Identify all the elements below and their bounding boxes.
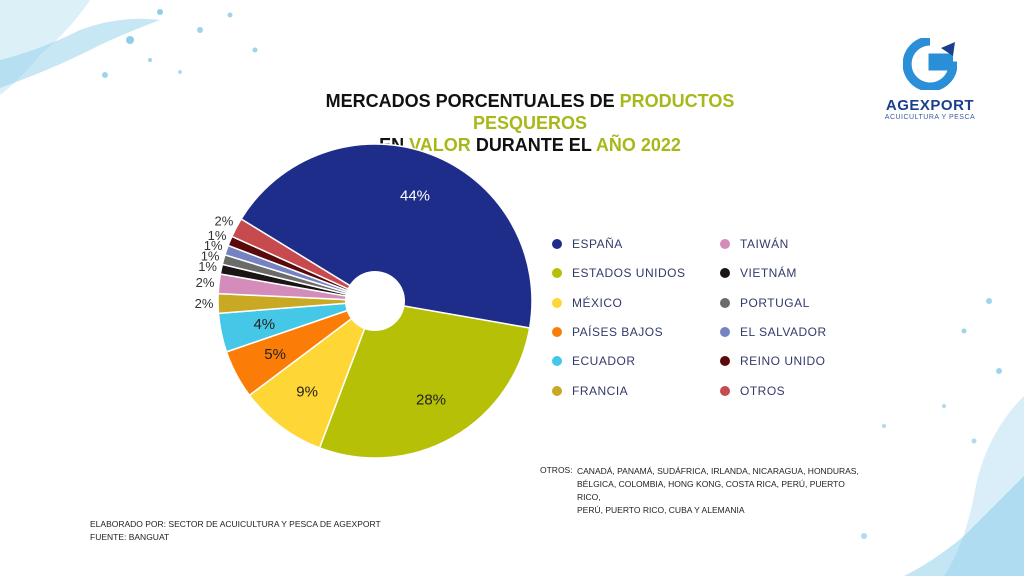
legend-label: VIETNÁM (740, 266, 797, 281)
title-highlight: VALOR (409, 135, 471, 155)
title-highlight: AÑO 2022 (595, 135, 681, 155)
footer: ELABORADO POR: SECTOR DE ACUICULTURA Y P… (90, 518, 381, 544)
legend-swatch (720, 297, 730, 308)
slice-label-estados-unidos: 28% (416, 391, 446, 408)
legend-item-estados-unidos: ESTADOS UNIDOS (552, 266, 685, 282)
pie-slice-estados-unidos (318, 300, 531, 459)
donut-hole (345, 271, 405, 331)
logo-g-icon (902, 36, 958, 92)
slice-label-portugal: 1% (201, 248, 220, 263)
slice-label-paises-bajos: 5% (264, 346, 286, 363)
legend-label: EL SALVADOR (740, 324, 827, 339)
legend-label: OTROS (740, 383, 786, 398)
legend-label: ECUADOR (572, 354, 636, 369)
legend-label: MÉXICO (572, 295, 623, 310)
legend-swatch (552, 239, 562, 249)
legend-swatch (552, 297, 562, 308)
footer-source: FUENTE: BANGUAT (90, 532, 170, 542)
logo-name: AGEXPORT (885, 97, 975, 114)
legend-item-el-salvador: EL SALVADOR (720, 325, 827, 341)
title-text-part: DURANTE EL (470, 135, 596, 155)
legend-label: TAIWÁN (740, 237, 789, 251)
pie-slice-espana (240, 143, 533, 329)
water-splash-bottom-right (861, 298, 1024, 576)
legend-item-paises-bajos: PAÍSES BAJOS (552, 325, 663, 341)
legend-item-vietnam: VIETNÁM (720, 266, 797, 282)
agexport-logo: AGEXPORT ACUICULTURA Y PESCA (880, 36, 980, 121)
slice-label-otros: 2% (215, 214, 234, 229)
legend-swatch (720, 356, 730, 367)
legend-label: ESTADOS UNIDOS (572, 266, 686, 281)
slice-label-reino-unido: 1% (208, 228, 227, 243)
footer-credit: ELABORADO POR: SECTOR DE ACUICULTURA Y P… (90, 519, 381, 529)
legend-swatch (552, 326, 562, 337)
legend-item-taiwan: TAIWÁN (720, 237, 789, 253)
pie-slice-mexico (248, 298, 377, 449)
legend-item-portugal: PORTUGAL (720, 296, 810, 312)
title-highlight: PRODUCTOS PESQUEROS (472, 91, 735, 133)
legend-item-ecuador: ECUADOR (552, 354, 636, 370)
legend-item-francia: FRANCIA (552, 384, 628, 400)
slice-label-espana: 44% (400, 188, 430, 205)
legend-label: PAÍSES BAJOS (572, 324, 664, 339)
logo-subtitle: ACUICULTURA Y PESCA (884, 114, 976, 121)
legend-item-otros: OTROS (720, 384, 785, 400)
slice-label-vietnam: 1% (198, 259, 217, 274)
legend-label: PORTUGAL (740, 295, 810, 310)
legend-swatch (720, 326, 730, 337)
legend-swatch (552, 385, 562, 396)
slice-label-mexico: 9% (296, 384, 318, 401)
legend-swatch (720, 385, 730, 396)
slice-label-taiwan: 2% (196, 275, 215, 290)
legend-item-espana: ESPAÑA (552, 237, 623, 253)
legend-item-reino-unido: REINO UNIDO (720, 354, 826, 370)
legend-swatch (552, 356, 562, 367)
pie-slice-otros (230, 217, 376, 302)
legend-item-mexico: MÉXICO (552, 296, 622, 312)
legend-label: REINO UNIDO (740, 354, 826, 369)
slice-label-francia: 2% (195, 296, 214, 311)
slice-label-ecuador: 4% (253, 316, 275, 333)
title-text-part: MERCADOS PORCENTUALES DE (325, 91, 620, 111)
otros-line: BÉLGICA, COLOMBIA, HONG KONG, COSTA RICA… (577, 479, 845, 502)
chart-title: MERCADOS PORCENTUALES DE PRODUCTOS PESQU… (270, 90, 790, 156)
otros-label: OTROS: (540, 465, 573, 475)
otros-line: CANADÁ, PANAMÁ, SUDÁFRICA, IRLANDA, NICA… (577, 466, 859, 476)
otros-line: PERÚ, PUERTO RICO, CUBA Y ALEMANIA (577, 505, 745, 515)
water-splash-top-left (0, 0, 258, 95)
legend-label: ESPAÑA (572, 237, 623, 251)
slice-label-el-salvador: 1% (204, 238, 223, 253)
legend-swatch (552, 268, 562, 279)
legend-swatch (720, 239, 730, 249)
legend-swatch (720, 268, 730, 279)
legend-label: FRANCIA (572, 383, 629, 398)
otros-list: CANADÁ, PANAMÁ, SUDÁFRICA, IRLANDA, NICA… (577, 465, 867, 517)
